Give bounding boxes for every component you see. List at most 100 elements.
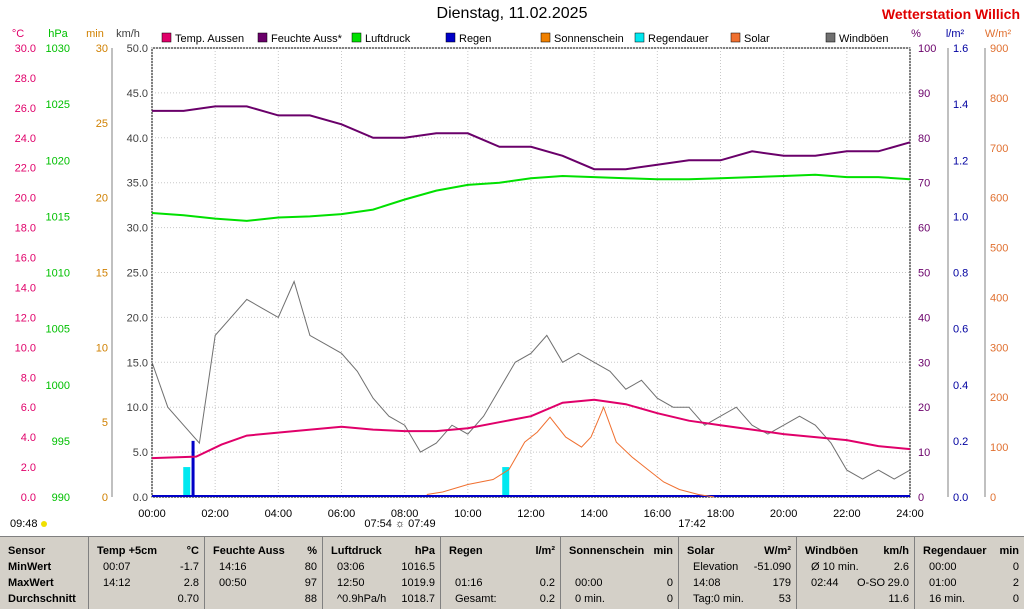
y-tick-temp: 18.0 [15, 223, 36, 235]
axis-unit-rain: l/m² [946, 28, 965, 40]
y-tick-pressure: 1005 [46, 324, 70, 336]
y-tick-solar: 200 [990, 392, 1008, 404]
stats-cell-value: -1.7 [180, 561, 199, 573]
y-tick-wind: 0.0 [133, 492, 148, 504]
legend-swatch [730, 32, 741, 43]
chart-title: Dienstag, 11.02.2025 [436, 5, 588, 22]
axis-unit-minutes: min [86, 28, 104, 40]
stats-cell-value: 0.2 [539, 593, 555, 605]
y-tick-wind: 45.0 [127, 88, 148, 100]
legend-label: Sonnenschein [554, 33, 624, 45]
stats-cell-value: 29.0 [887, 577, 909, 589]
station-name: Wetterstation Willich [881, 6, 1020, 22]
y-tick-pressure: 1000 [46, 380, 70, 392]
y-tick-temp: 26.0 [15, 103, 36, 115]
stats-column-3: Luftdruck hPa 03:06 1016.5 12:50 1019.9 ^0.9hP… [322, 537, 441, 609]
x-tick-label: 18:00 [707, 508, 735, 520]
current-time-label: 09:48 [10, 518, 38, 530]
y-tick-wind: 35.0 [127, 178, 148, 190]
stats-cell-label: 01:00 [929, 577, 957, 589]
y-tick-solar: 700 [990, 143, 1008, 155]
series-line [426, 405, 715, 498]
y-tick-humidity: 90 [918, 88, 930, 100]
y-tick-pressure: 1015 [46, 211, 70, 223]
stats-cell-label: Gesamt: [455, 593, 497, 605]
y-tick-rain: 0.2 [953, 436, 968, 448]
y-tick-wind: 40.0 [127, 133, 148, 145]
stats-column-5: Sonnenschein min 00:00 0 0 min. 0 [560, 537, 679, 609]
stats-cell-value: 179 [772, 577, 791, 589]
bar-regendauer [502, 467, 510, 497]
stats-header-title: Feuchte Auss [213, 545, 285, 557]
stats-cell-label: 12:50 [337, 577, 365, 589]
stats-column-2: Feuchte Auss% 14:16 80 00:50 97 88 [204, 537, 323, 609]
y-tick-pressure: 1030 [46, 43, 70, 55]
stats-column-7: Windböen km/h Ø 10 min. 2.6 02:44 O-SO 29.0 11.… [796, 537, 915, 609]
stats-header-unit: °C [186, 545, 199, 557]
stats-header-title: Windböen [805, 545, 859, 557]
legend-label: Feuchte Auss* [271, 33, 343, 45]
stats-cell-label: 14:08 [693, 577, 721, 589]
legend-swatch [634, 32, 645, 43]
y-tick-pressure: 990 [52, 492, 70, 504]
x-tick-label: 10:00 [454, 508, 482, 520]
y-tick-temp: 0.0 [21, 492, 36, 504]
series-line [151, 173, 911, 222]
y-tick-solar: 100 [990, 442, 1008, 454]
legend-swatch [161, 32, 172, 43]
legend-swatch [825, 32, 836, 43]
x-tick-label: 22:00 [833, 508, 861, 520]
stats-cell-value: 0 [666, 577, 673, 589]
y-tick-temp: 4.0 [21, 432, 36, 444]
y-tick-humidity: 40 [918, 312, 930, 324]
weather-chart: 00:00 02:00 04:00 06:00 08:00 10:00 12:00 14:00… [10, 28, 1012, 530]
stats-cell-value: -51.090 [753, 561, 791, 573]
stats-cell-value: 1019.9 [401, 577, 435, 589]
stats-cell-label: 02:44 [811, 577, 839, 589]
y-tick-pressure: 995 [52, 436, 70, 448]
series-line [152, 105, 911, 171]
axis-unit-humidity: % [911, 28, 921, 40]
x-tick-label: 00:00 [138, 508, 166, 520]
stats-column-0: Sensor MinWert MaxWert Durchschnitt [0, 537, 88, 609]
y-tick-temp: 16.0 [15, 253, 36, 265]
y-tick-minutes: 5 [102, 417, 108, 429]
sunrise-label: 07:54 ☼ 07:49 [364, 518, 435, 530]
legend-swatch [445, 32, 456, 43]
axis-unit-wind: km/h [116, 28, 140, 40]
x-tick-label: 04:00 [265, 508, 293, 520]
stats-header-title: Sensor [8, 545, 46, 557]
stats-header-title: Temp +5cm [97, 545, 158, 557]
stats-column-6: Solar W/m² Elevation -51.090 14:08 179 Tag:0 m… [678, 537, 797, 609]
y-tick-minutes: 0 [102, 492, 108, 504]
y-tick-temp: 6.0 [21, 402, 36, 414]
stats-cell-value: 1016.5 [401, 561, 435, 573]
y-tick-rain: 1.2 [953, 155, 968, 167]
stats-cell-value: 53 [778, 593, 791, 605]
y-tick-humidity: 30 [918, 357, 930, 369]
stats-cell-label: 01:16 [455, 577, 483, 589]
y-tick-temp: 30.0 [15, 43, 36, 55]
y-tick-temp: 2.0 [21, 462, 36, 474]
axis-unit-solar: W/m² [985, 28, 1012, 40]
y-tick-temp: 10.0 [15, 342, 36, 354]
y-tick-minutes: 15 [96, 268, 108, 280]
stats-cell-value: 0.70 [177, 593, 199, 605]
bar-regen [191, 440, 195, 497]
x-tick-label: 16:00 [644, 508, 672, 520]
legend-label: Regendauer [648, 33, 709, 45]
stats-cell-value: 2.6 [893, 561, 909, 573]
y-tick-humidity: 100 [918, 43, 936, 55]
stats-cell-value: 80 [304, 561, 317, 573]
stats-header-title: Regen [449, 545, 483, 557]
stats-header-title: Luftdruck [331, 545, 382, 557]
stats-header-unit: hPa [414, 545, 435, 557]
y-tick-rain: 0.4 [953, 380, 968, 392]
stats-column-8: Regendauer min 00:00 0 01:00 2 16 min. 0 [914, 537, 1024, 609]
y-tick-solar: 400 [990, 292, 1008, 304]
stats-cell-value: 2 [1012, 577, 1019, 589]
stats-cell-value: 0.2 [539, 577, 555, 589]
y-tick-temp: 20.0 [15, 193, 36, 205]
x-tick-label: 12:00 [517, 508, 545, 520]
stats-cell-label: 00:07 [103, 561, 131, 573]
